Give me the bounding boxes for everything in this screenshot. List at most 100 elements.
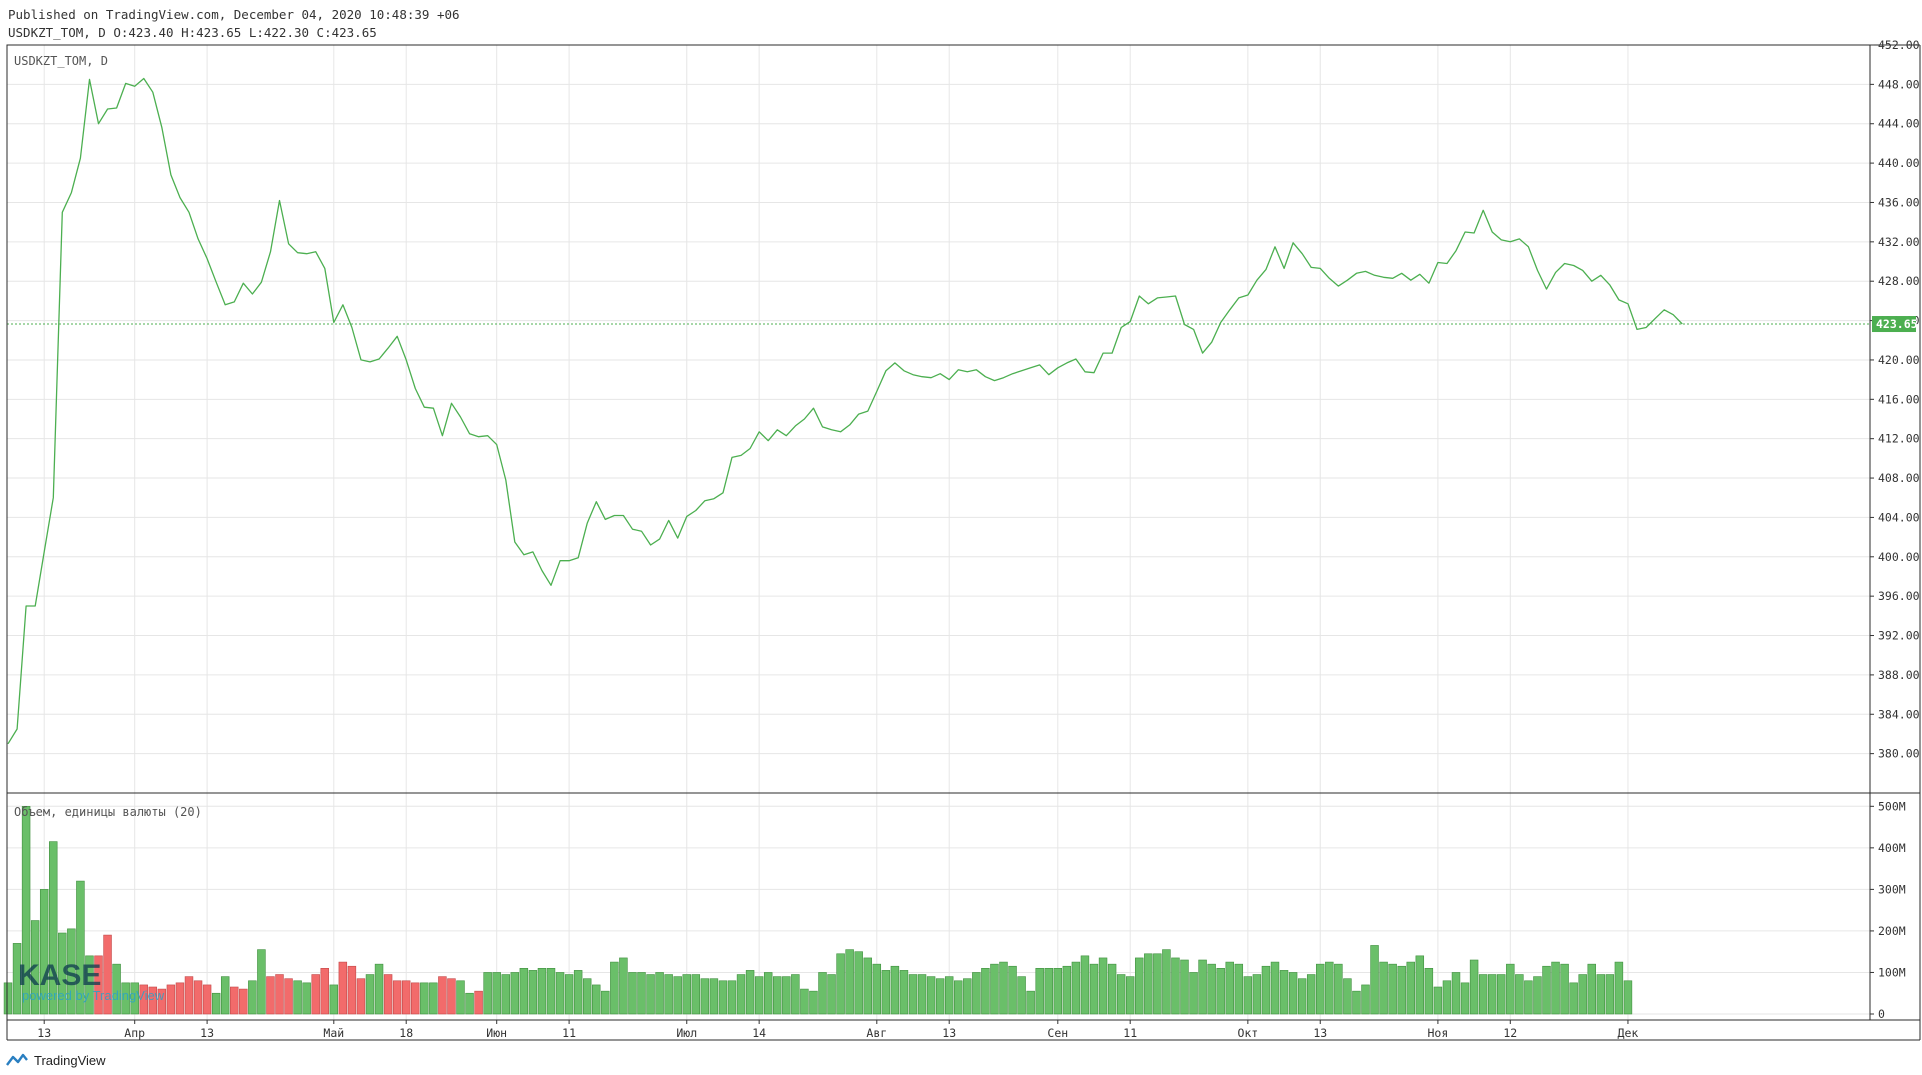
volume-bar bbox=[1098, 957, 1108, 1015]
price-tick-label: 396.00 bbox=[1878, 589, 1920, 603]
volume-bar bbox=[266, 976, 275, 1015]
volume-bar bbox=[1089, 963, 1099, 1015]
volume-bar bbox=[1062, 965, 1072, 1015]
volume-bar bbox=[3, 982, 13, 1015]
volume-pane-title: Объем, единицы валюты (20) bbox=[14, 805, 202, 819]
price-line-layer bbox=[7, 77, 1870, 745]
volume-bar bbox=[1198, 959, 1207, 1015]
volume-bar bbox=[1107, 963, 1117, 1015]
volume-bar bbox=[664, 974, 673, 1015]
price-tick-label: 436.00 bbox=[1878, 195, 1920, 209]
volume-bar bbox=[311, 974, 320, 1015]
volume-bar bbox=[239, 988, 248, 1015]
volume-bar bbox=[1560, 963, 1569, 1015]
volume-bar bbox=[1569, 982, 1578, 1015]
price-tick-label: 380.00 bbox=[1878, 747, 1920, 761]
volume-bar bbox=[745, 970, 755, 1015]
volume-bar bbox=[383, 974, 393, 1015]
volume-bar bbox=[628, 972, 637, 1015]
price-tick-label: 404.00 bbox=[1878, 510, 1920, 524]
volume-bar bbox=[1325, 961, 1334, 1015]
volume-bars bbox=[3, 806, 1633, 1015]
time-tick-label: 13 bbox=[942, 1026, 956, 1040]
price-tick-label: 400.00 bbox=[1878, 550, 1920, 564]
volume-bar bbox=[1243, 976, 1253, 1015]
volume-bar bbox=[293, 980, 302, 1015]
volume-bar bbox=[1270, 961, 1280, 1015]
volume-bar bbox=[211, 992, 221, 1015]
volume-bar bbox=[193, 980, 203, 1015]
volume-bar bbox=[1478, 974, 1488, 1015]
volume-bar bbox=[1026, 990, 1035, 1015]
volume-bar bbox=[1551, 961, 1560, 1015]
volume-bar bbox=[601, 990, 610, 1015]
last-price-label: 423.65 bbox=[1876, 317, 1918, 331]
volume-bar bbox=[356, 978, 366, 1015]
volume-bar bbox=[1424, 968, 1434, 1015]
time-tick-label: Июл bbox=[676, 1026, 697, 1040]
volume-bar bbox=[1388, 963, 1397, 1015]
publish-info: Published on TradingView.com, December 0… bbox=[8, 7, 460, 22]
volume-bar bbox=[1008, 965, 1017, 1015]
volume-bar bbox=[67, 928, 76, 1015]
price-tick-label: 428.00 bbox=[1878, 274, 1920, 288]
volume-bar bbox=[1071, 961, 1081, 1015]
volume-bar bbox=[202, 984, 212, 1015]
tradingview-footer[interactable]: TradingView bbox=[6, 1050, 106, 1070]
time-tick-label: Окт bbox=[1237, 1026, 1258, 1040]
time-tick-label: Май bbox=[323, 1026, 344, 1040]
volume-bar bbox=[863, 957, 872, 1015]
time-tick-label: 12 bbox=[1503, 1026, 1517, 1040]
volume-bar bbox=[1587, 963, 1596, 1015]
volume-bar bbox=[899, 970, 909, 1015]
volume-bar bbox=[30, 920, 40, 1015]
volume-bar bbox=[1216, 968, 1225, 1015]
volume-bar bbox=[474, 990, 483, 1015]
volume-bar bbox=[148, 986, 158, 1015]
time-tick-label: 13 bbox=[1313, 1026, 1327, 1040]
volume-bar bbox=[130, 982, 139, 1015]
volume-bar bbox=[1415, 955, 1425, 1015]
volume-bar bbox=[1515, 974, 1524, 1015]
volume-bar bbox=[709, 978, 719, 1015]
price-tick-label: 384.00 bbox=[1878, 707, 1920, 721]
volume-bar bbox=[573, 970, 583, 1015]
kase-logo: KASE bbox=[18, 959, 101, 992]
time-tick-label: Ноя bbox=[1428, 1026, 1449, 1040]
volume-bar bbox=[845, 949, 854, 1015]
time-tick-label: Дек bbox=[1618, 1026, 1639, 1040]
volume-bar bbox=[1406, 961, 1415, 1015]
volume-bar bbox=[519, 968, 529, 1015]
volume-bar bbox=[320, 968, 329, 1015]
volume-bar bbox=[76, 880, 85, 1015]
volume-bar bbox=[347, 965, 357, 1015]
volume-bar bbox=[1578, 974, 1587, 1015]
volume-bar bbox=[854, 951, 863, 1015]
volume-bar bbox=[1162, 949, 1171, 1015]
price-tick-label: 448.00 bbox=[1878, 77, 1920, 91]
volume-bar bbox=[275, 974, 284, 1015]
volume-bar bbox=[555, 972, 565, 1015]
volume-bar bbox=[537, 968, 547, 1015]
volume-bar bbox=[1397, 965, 1406, 1015]
volume-bar bbox=[1497, 974, 1506, 1015]
volume-bar bbox=[220, 976, 230, 1015]
volume-tick-label: 500M bbox=[1878, 799, 1906, 813]
volume-bar bbox=[58, 932, 67, 1015]
volume-bar bbox=[763, 972, 773, 1015]
volume-bar bbox=[1433, 986, 1443, 1015]
volume-bar bbox=[1297, 978, 1307, 1015]
volume-bar bbox=[39, 889, 49, 1015]
volume-bar bbox=[1596, 974, 1606, 1015]
time-tick-label: Апр bbox=[124, 1026, 145, 1040]
time-tick-label: 11 bbox=[562, 1026, 576, 1040]
volume-bar bbox=[1261, 965, 1271, 1015]
volume-bar bbox=[1533, 976, 1542, 1015]
volume-bar bbox=[1017, 976, 1026, 1015]
volume-bar bbox=[972, 972, 981, 1015]
price-tick-label: 408.00 bbox=[1878, 471, 1920, 485]
volume-bar bbox=[990, 963, 999, 1015]
volume-bar bbox=[754, 976, 764, 1015]
volume-bar bbox=[1334, 963, 1343, 1015]
